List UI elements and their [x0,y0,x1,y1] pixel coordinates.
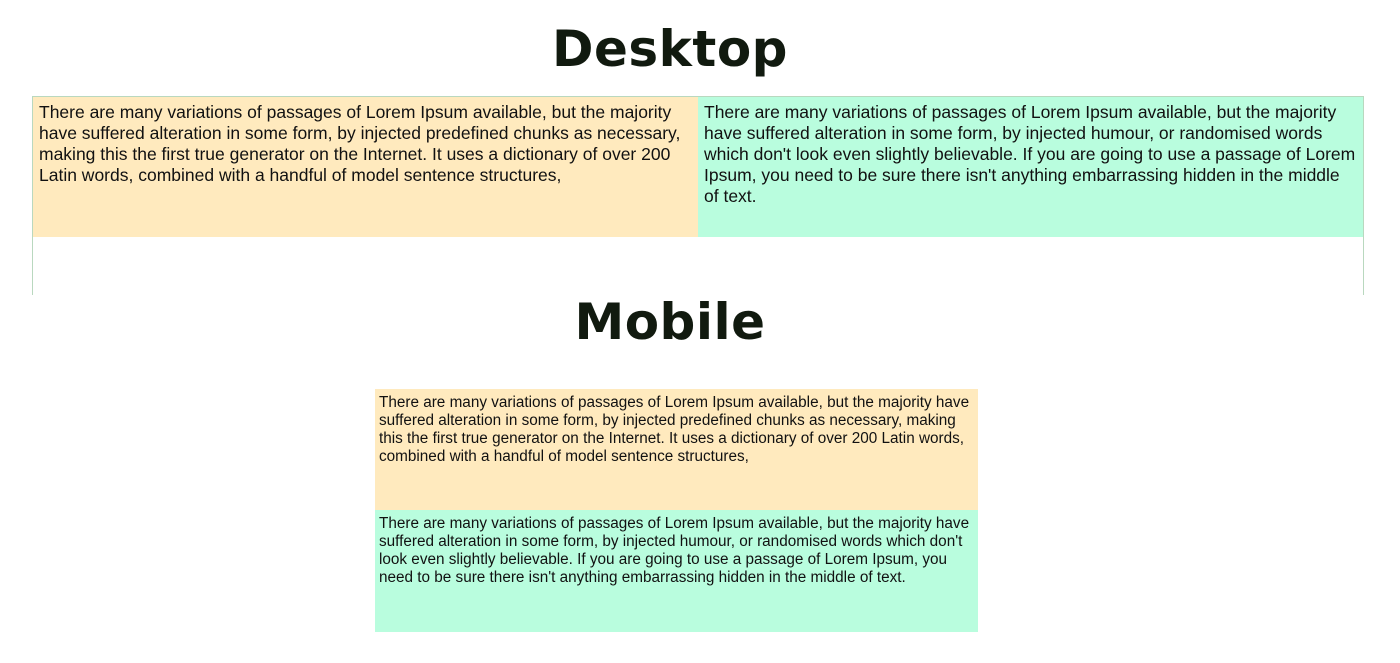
desktop-row: There are many variations of passages of… [33,97,1363,237]
desktop-heading: Desktop [552,20,788,78]
desktop-text-box-green: There are many variations of passages of… [698,97,1363,237]
mobile-heading: Mobile [574,293,766,351]
mobile-preview-frame: There are many variations of passages of… [375,389,978,632]
mobile-text-box-green: There are many variations of passages of… [375,510,978,632]
desktop-text-box-orange: There are many variations of passages of… [33,97,698,237]
mobile-text-box-orange: There are many variations of passages of… [375,389,978,510]
desktop-preview-frame: There are many variations of passages of… [32,96,1364,295]
